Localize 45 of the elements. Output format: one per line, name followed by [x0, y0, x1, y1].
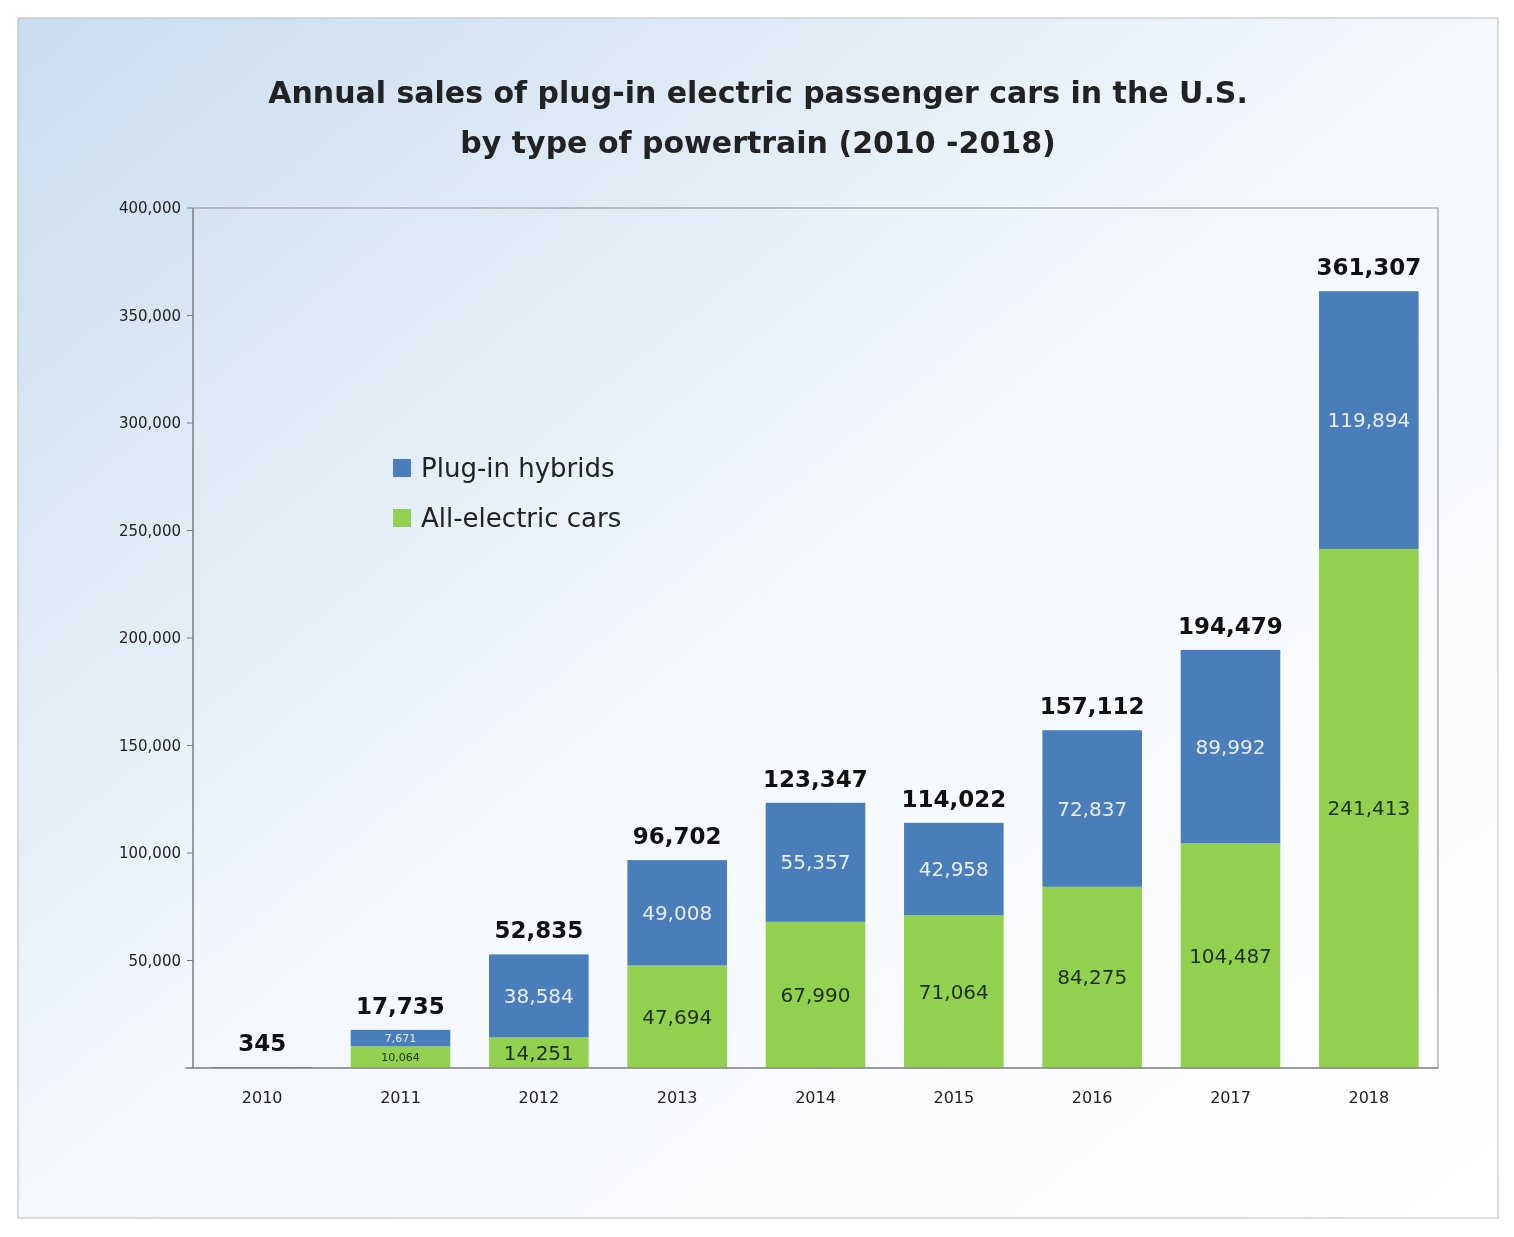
- x-tick-label: 2015: [933, 1088, 975, 1107]
- total-label: 345: [238, 1030, 287, 1057]
- legend-label: Plug-in hybrids: [421, 453, 615, 484]
- total-label: 96,702: [632, 823, 722, 850]
- data-label: 42,958: [918, 857, 989, 882]
- data-label: 67,990: [780, 982, 851, 1007]
- x-tick-label: 2011: [380, 1088, 421, 1107]
- y-tick-label: 300,000: [118, 414, 181, 433]
- data-label: 7,671: [384, 1031, 417, 1045]
- total-label: 361,307: [1316, 254, 1422, 281]
- legend-label: All-electric cars: [421, 503, 622, 534]
- data-label: 47,694: [642, 1004, 713, 1029]
- data-label: 14,251: [503, 1040, 574, 1065]
- x-tick-label: 2016: [1071, 1088, 1113, 1107]
- data-label: 72,837: [1057, 796, 1128, 821]
- data-label: 89,992: [1195, 734, 1266, 759]
- total-label: 194,479: [1178, 612, 1283, 639]
- x-tick-label: 2014: [795, 1088, 836, 1107]
- y-tick-label: 350,000: [118, 306, 181, 325]
- y-tick-label: 400,000: [118, 199, 181, 218]
- total-label: 114,022: [901, 785, 1007, 812]
- total-label: 157,112: [1039, 693, 1145, 720]
- data-label: 49,008: [642, 900, 713, 925]
- x-tick-label: 2018: [1348, 1088, 1390, 1107]
- x-tick-label: 2010: [241, 1088, 283, 1107]
- y-tick-label: 150,000: [118, 736, 181, 755]
- y-tick-label: 200,000: [118, 629, 181, 648]
- x-tick-label: 2012: [518, 1088, 560, 1107]
- data-label: 10,064: [381, 1051, 420, 1065]
- y-tick-label: 50,000: [128, 951, 181, 970]
- chart-title: Annual sales of plug-in electric passenger cars in the U.S. by type of powertrain (2010 -2018): [268, 75, 1248, 160]
- data-label: 84,275: [1057, 965, 1128, 990]
- data-label: 71,064: [918, 979, 989, 1004]
- data-label: 119,894: [1327, 408, 1411, 433]
- data-label: 241,413: [1327, 796, 1411, 821]
- data-label: 38,584: [503, 983, 574, 1008]
- x-tick-label: 2017: [1210, 1088, 1251, 1107]
- total-label: 17,735: [356, 992, 445, 1019]
- x-tick-label: 2013: [656, 1088, 698, 1107]
- y-tick-label: 250,000: [118, 521, 181, 540]
- y-tick-label: 100,000: [118, 844, 181, 863]
- data-label: 104,487: [1189, 943, 1272, 968]
- data-label: 55,357: [780, 850, 851, 875]
- total-label: 123,347: [763, 765, 868, 792]
- total-label: 52,835: [494, 917, 584, 944]
